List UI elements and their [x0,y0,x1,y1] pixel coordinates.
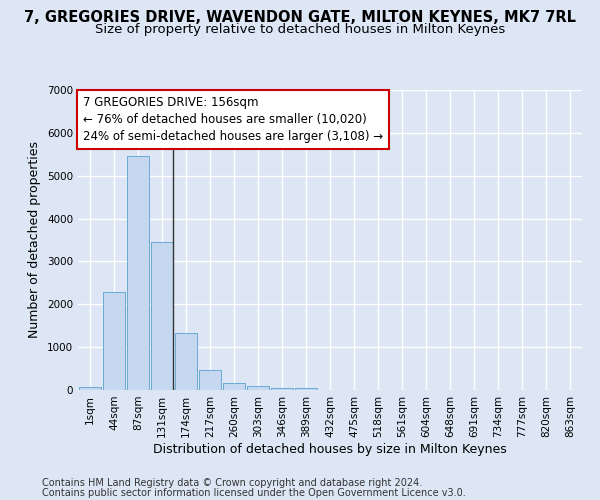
Bar [175,334,197,390]
Bar [199,370,221,390]
Bar [151,242,173,390]
Bar [295,388,317,390]
Bar [103,292,125,390]
Text: Size of property relative to detached houses in Milton Keynes: Size of property relative to detached ho… [95,22,505,36]
Bar [223,383,245,390]
Bar [247,386,269,390]
Bar [271,388,293,390]
Text: 7 GREGORIES DRIVE: 156sqm
← 76% of detached houses are smaller (10,020)
24% of s: 7 GREGORIES DRIVE: 156sqm ← 76% of detac… [83,96,383,143]
Text: Contains HM Land Registry data © Crown copyright and database right 2024.: Contains HM Land Registry data © Crown c… [42,478,422,488]
Bar [79,386,101,390]
Y-axis label: Number of detached properties: Number of detached properties [28,142,41,338]
Text: Contains public sector information licensed under the Open Government Licence v3: Contains public sector information licen… [42,488,466,498]
Text: 7, GREGORIES DRIVE, WAVENDON GATE, MILTON KEYNES, MK7 7RL: 7, GREGORIES DRIVE, WAVENDON GATE, MILTO… [24,10,576,25]
Bar [127,156,149,390]
Text: Distribution of detached houses by size in Milton Keynes: Distribution of detached houses by size … [153,442,507,456]
